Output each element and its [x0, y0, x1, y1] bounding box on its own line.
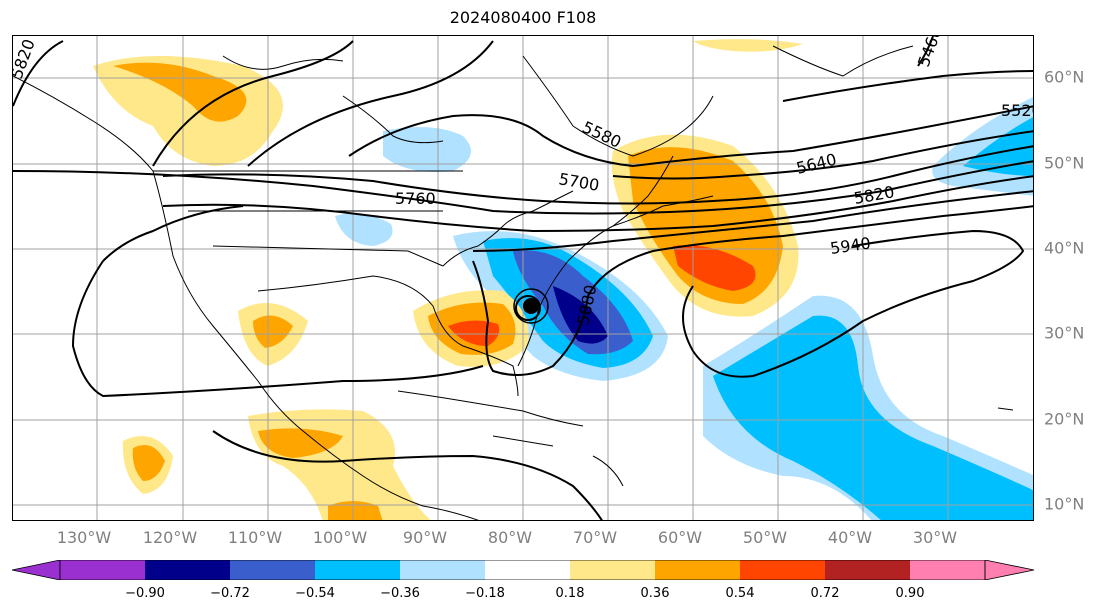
colorbar [11, 560, 1035, 580]
coastlines [13, 45, 1014, 520]
latitude-label: 50°N [1044, 153, 1085, 173]
colorbar-segment [400, 560, 485, 580]
longitude-label: 50°W [742, 528, 788, 547]
contour-label: 5940 [829, 233, 872, 257]
colorbar-segment [570, 560, 655, 580]
contour-label: 5640 [794, 150, 838, 178]
colorbar-tick: 0.90 [895, 586, 925, 601]
colorbar-tick: −0.36 [380, 586, 420, 601]
longitude-label: 120°W [142, 528, 198, 547]
contour-label: 5820 [13, 37, 39, 82]
longitude-label: 80°W [487, 528, 533, 547]
longitude-label: 90°W [402, 528, 448, 547]
longitude-label: 110°W [227, 528, 283, 547]
longitude-label: 70°W [572, 528, 618, 547]
longitude-label: 130°W [56, 528, 112, 547]
colorbar-extend-high [984, 560, 1035, 580]
colorbar-tick: −0.54 [295, 586, 335, 601]
longitude-label: 40°W [827, 528, 873, 547]
colorbar-segment [230, 560, 315, 580]
contour-label: 5580 [579, 117, 624, 151]
colorbar-segment [145, 560, 230, 580]
latitude-label: 10°N [1044, 494, 1085, 514]
map-title: 2024080400 F108 [449, 8, 597, 27]
contour-label: 5520 [1001, 101, 1034, 120]
colorbar-segment [825, 560, 910, 580]
colorbar-tick: 0.36 [640, 586, 670, 601]
colorbar-segment [60, 560, 145, 580]
storm-center-marker [513, 288, 549, 324]
colorbar-tick: −0.18 [465, 586, 505, 601]
map-canvas: 5820 5460 5520 5580 5640 5700 5760 5820 … [13, 36, 1034, 520]
latitude-label: 30°N [1044, 323, 1085, 343]
colorbar-tick: −0.90 [125, 586, 165, 601]
colorbar-tick: 0.72 [810, 586, 840, 601]
colorbar-extend-low [11, 560, 61, 580]
longitude-label: 30°W [912, 528, 958, 547]
colorbar-tick: 0.54 [725, 586, 755, 601]
map-frame: 5820 5460 5520 5580 5640 5700 5760 5820 … [12, 35, 1034, 521]
colorbar-segment [655, 560, 740, 580]
colorbar-tick: −0.72 [210, 586, 250, 601]
colorbar-segment [485, 560, 570, 580]
colorbar-segment [740, 560, 825, 580]
anomaly-shading [93, 39, 1033, 520]
latitude-label: 20°N [1044, 409, 1085, 429]
colorbar-segment [315, 560, 400, 580]
contour-label: 5820 [852, 182, 895, 208]
colorbar-segment [910, 560, 985, 580]
latitude-label: 40°N [1044, 238, 1085, 258]
contour-label: 5460 [914, 36, 946, 69]
colorbar-tick: 0.18 [555, 586, 585, 601]
longitude-label: 100°W [312, 528, 368, 547]
latitude-label: 60°N [1044, 67, 1085, 87]
longitude-label: 60°W [657, 528, 703, 547]
contour-label: 5760 [395, 189, 436, 208]
height-contours [13, 36, 1033, 520]
contour-label: 5700 [557, 169, 600, 195]
